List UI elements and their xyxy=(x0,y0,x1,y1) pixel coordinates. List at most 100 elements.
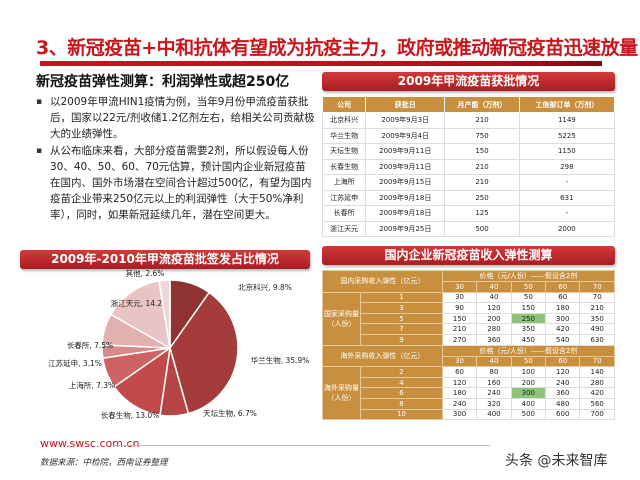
table-row: 长春所 2009年9月18日 125- xyxy=(321,205,616,222)
table-row: 上海所 2009年9月15日 210- xyxy=(321,174,616,191)
table-cell: 350 xyxy=(579,312,615,325)
section-title: 国内采购收入弹性（亿元） xyxy=(322,270,443,293)
table-cell: 北京科兴 xyxy=(321,112,367,129)
table-cell: 631 xyxy=(518,189,616,206)
table-cell: 400 xyxy=(476,408,512,421)
table-cell: 700 xyxy=(579,408,615,421)
table-row: 8 240 320 400 480 560 xyxy=(323,397,615,410)
table-cell: 240 xyxy=(476,387,512,399)
table-cell: 210 xyxy=(444,112,520,129)
price-header: 50 xyxy=(510,281,547,293)
table-row: 9 270 360 450 540 630 xyxy=(323,333,615,346)
qty-value: 3 xyxy=(360,302,443,314)
qty-value: 6 xyxy=(360,387,443,399)
footer-url[interactable]: www.swsc.com.cn xyxy=(40,437,140,450)
table-cell: 280 xyxy=(579,376,615,389)
qty-value: 5 xyxy=(360,312,443,325)
table-cell: 2009年9月4日 xyxy=(365,127,446,144)
qty-value: 4 xyxy=(360,376,443,389)
left-heading: 新冠疫苗弹性测算：利润弹性或超250亿 xyxy=(36,74,290,90)
table-cell: 2009年9月3日 xyxy=(365,112,446,129)
table-cell: 450 xyxy=(510,333,547,346)
table-cell: - xyxy=(518,174,616,191)
table-cell: 560 xyxy=(579,397,615,410)
table-cell: 480 xyxy=(545,397,581,410)
table-cell: 2009年9月18日 xyxy=(365,189,446,206)
table-cell: 360 xyxy=(476,333,512,346)
table-cell: 1150 xyxy=(518,143,616,160)
table-cell: 2009年9月25日 xyxy=(365,220,446,237)
table-cell: 华兰生物 xyxy=(321,127,367,144)
table-cell: 360 xyxy=(545,387,581,399)
table-cell: 540 xyxy=(545,333,581,346)
table-cell: 120 xyxy=(545,366,581,378)
table-cell: 490 xyxy=(579,323,615,335)
table2-banner: 国内企业新冠疫苗收入弹性测算 xyxy=(322,246,615,265)
table-cell: 30 xyxy=(441,291,478,304)
approval-table: 公司 获批日 月产能（万剂） 工信部订单（万剂） 北京科兴 2009年9月3日 210 114… xyxy=(321,96,616,237)
table-cell: 2009年9月15日 xyxy=(365,174,446,191)
price-header: 70 xyxy=(579,281,615,293)
table-row: 4 120 160 200 240 280 xyxy=(323,376,615,389)
section-title: 海外采购收入弹性（亿元） xyxy=(322,344,443,368)
table-row: 江苏延申 2009年9月18日 250 631 xyxy=(321,189,616,206)
table-cell: 250 xyxy=(510,312,547,325)
table-cell: 60 xyxy=(441,366,478,378)
table-cell: 750 xyxy=(444,127,520,144)
table-cell: 630 xyxy=(579,333,615,346)
pie-slice xyxy=(113,346,171,417)
table-cell: 70 xyxy=(579,291,615,304)
table-cell: 250 xyxy=(444,189,520,206)
table-cell: 420 xyxy=(579,387,615,399)
table-cell: 5225 xyxy=(518,127,616,144)
table-cell: 长春生物 xyxy=(321,158,367,175)
pie-slice xyxy=(158,279,171,349)
table-cell: 天坛生物 xyxy=(321,143,367,160)
table-cell: 240 xyxy=(545,376,581,389)
price-header: 70 xyxy=(579,355,615,368)
table-row: 浙江天元 2009年9月25日 500 2000 xyxy=(321,220,616,237)
table-cell: 240 xyxy=(441,397,478,410)
price-header: 50 xyxy=(510,355,547,368)
price-label: 价格（元/人份）——假设含2剂 xyxy=(441,270,616,282)
slice-label: 其他, 2.6% xyxy=(126,268,165,278)
data-source: 数据来源：中检院，西南证券整理 xyxy=(40,458,168,468)
table-cell: 125 xyxy=(444,205,520,222)
table-cell: 150 xyxy=(444,143,520,160)
table-row: 6 180 240 300 360 420 xyxy=(323,387,615,399)
pie-slice xyxy=(109,280,171,350)
slice-label: 长春生物, 13.0% xyxy=(101,410,160,420)
table-row: 国家采购量（人份） 1 30 40 50 60 70 xyxy=(322,291,615,346)
pie-slice xyxy=(169,291,239,415)
qty-value: 7 xyxy=(360,323,443,335)
table-cell: 60 xyxy=(545,291,581,304)
table-cell: 140 xyxy=(579,366,615,378)
table-cell: 600 xyxy=(545,408,581,421)
table-cell: 200 xyxy=(510,376,547,389)
table-cell: 180 xyxy=(441,387,478,399)
slice-label: 浙江天元, 14.2% xyxy=(111,298,170,308)
table-cell: 100 xyxy=(510,366,547,378)
table-row: 天坛生物 2009年9月11日 150 1150 xyxy=(321,143,616,160)
table-cell: 1149 xyxy=(518,112,616,129)
qty-label: 国家采购量（人份） xyxy=(322,291,361,346)
table-row: 北京科兴 2009年9月3日 210 1149 xyxy=(321,112,616,129)
table-row: 海外采购量（人份） 2 60 80 100 120 140 xyxy=(322,366,615,421)
table-cell: 40 xyxy=(476,291,512,304)
table-cell: 350 xyxy=(510,323,547,335)
table-cell: 210 xyxy=(579,302,615,314)
table-header: 月产能（万剂） xyxy=(444,96,520,113)
table-header: 获批日 xyxy=(365,96,446,113)
table-cell: 500 xyxy=(444,220,520,237)
qty-value: 1 xyxy=(360,291,443,304)
table-row: 5 150 200 250 300 350 xyxy=(323,312,615,325)
table-cell: 300 xyxy=(441,408,478,421)
table-cell: 150 xyxy=(441,312,478,325)
bullet-item: 以2009年甲流HIN1疫情为例，当年9月份甲流疫苗获批后，国家以22元/剂收储… xyxy=(36,94,316,142)
table-cell: 210 xyxy=(444,174,520,191)
table-cell: 上海所 xyxy=(321,174,367,191)
price-label: 价格（元/人份）——假设含2剂 xyxy=(441,344,616,357)
table-cell: 长春所 xyxy=(321,205,367,222)
table-cell: 320 xyxy=(476,397,512,410)
table-cell: 500 xyxy=(510,408,547,421)
